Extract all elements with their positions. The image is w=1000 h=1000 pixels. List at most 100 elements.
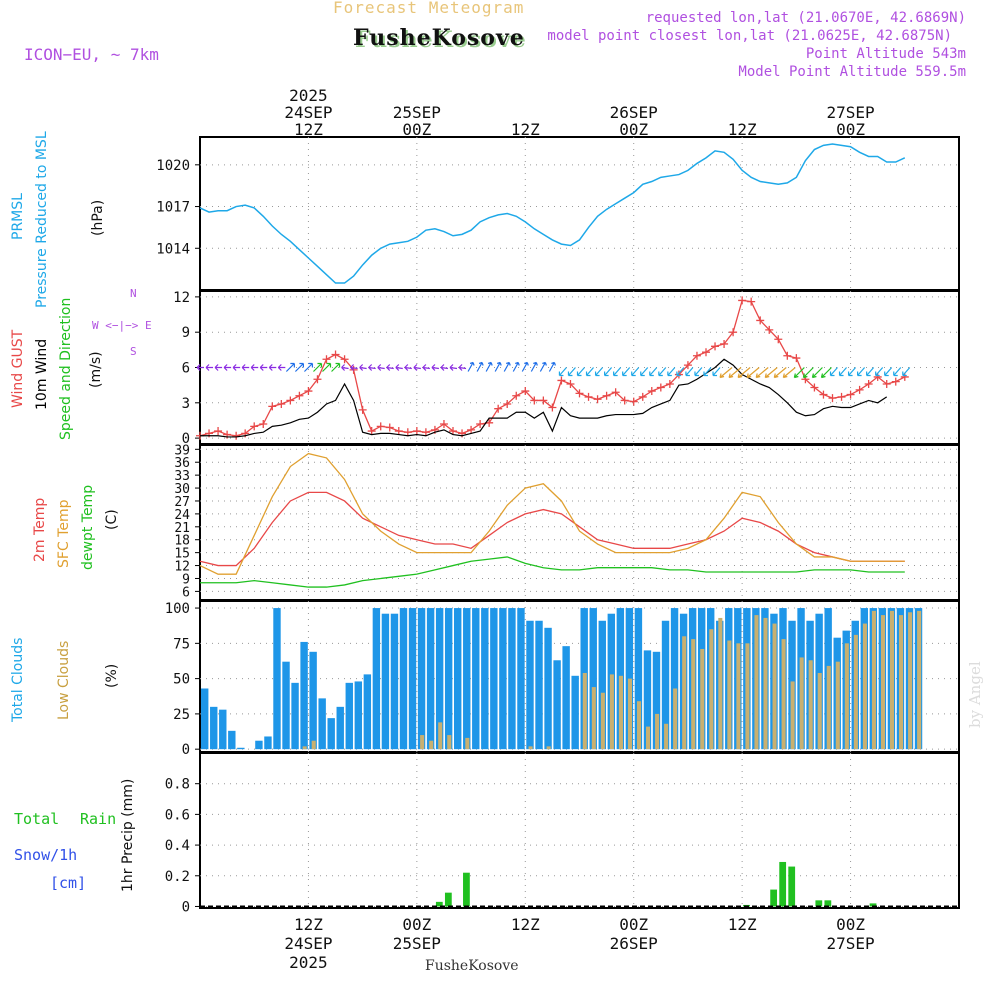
rain-bar [815, 900, 823, 907]
wind-direction-arrow [503, 361, 511, 372]
gust-marker [629, 397, 638, 406]
gust-marker [756, 316, 765, 325]
y-tick-label: 27 [174, 495, 190, 510]
y-tick-label: 50 [173, 672, 190, 688]
low-cloud-bar [673, 688, 678, 750]
wind-direction-arrow [847, 367, 857, 377]
wind-direction-arrow [341, 364, 349, 371]
y-tick-label: 15 [174, 547, 190, 562]
wind-direction-arrow [350, 364, 358, 371]
gust-marker [566, 379, 575, 388]
gust-marker [702, 348, 710, 357]
requested-coords: requested lon,lat (21.0670E, 42.6869N) [645, 10, 966, 26]
low-cloud-bar [817, 672, 822, 750]
wind-direction-arrow [431, 364, 440, 371]
y-tick-label: 0.8 [165, 777, 190, 793]
total-cloud-bar [381, 613, 390, 750]
low-cloud-bar [844, 643, 849, 750]
y-tick-label: 75 [173, 636, 190, 652]
total-cloud-bar [273, 608, 281, 750]
low-cloud-bar [790, 681, 795, 750]
rain-bar [779, 861, 787, 907]
compass-north: N [130, 287, 137, 300]
wind-direction-arrow [377, 364, 385, 371]
gust-marker [385, 423, 394, 432]
rain-bar [788, 866, 796, 907]
bottom-time-label: 00Z [402, 915, 431, 934]
total-cloud-bar [508, 608, 516, 750]
top-time-label: 12Z [728, 120, 757, 139]
total-cloud-bar [399, 608, 408, 750]
total-cloud-bar [589, 608, 597, 750]
low-cloud-bar [781, 639, 786, 750]
y-tick-label: 12 [174, 560, 190, 575]
gust-marker [837, 392, 846, 401]
total-cloud-bar [363, 674, 372, 750]
low-cloud-bar [636, 701, 642, 750]
wind-direction-arrow [223, 364, 232, 371]
y-tick-label: 9 [182, 325, 190, 341]
y-tick-label: 39 [174, 443, 190, 458]
total-cloud-bar [517, 608, 525, 750]
low-cloud-bar [889, 610, 895, 750]
rain-label: Rain [80, 810, 117, 828]
wind-direction-arrow [576, 367, 585, 377]
wind-direction-arrow [746, 367, 760, 379]
low-cloud-bar [600, 692, 605, 750]
total-cloud-bar [345, 682, 353, 750]
total-cloud-bar [201, 688, 209, 750]
total-cloud-bar [354, 681, 363, 750]
gust-marker [358, 405, 367, 414]
bottom-time-label: 12Z [511, 915, 540, 934]
bottom-time-label: 25SEP [393, 934, 441, 953]
wind-direction-arrow [567, 367, 576, 377]
gust-marker [548, 403, 557, 412]
gust-marker [557, 376, 566, 385]
rain-bar [435, 901, 443, 907]
wind-direction-arrow [667, 367, 676, 377]
wind-direction-arrow [649, 367, 658, 377]
low-cloud-bar [745, 643, 750, 750]
total-cloud-bar [291, 682, 299, 750]
bottom-time-label: 26SEP [610, 934, 658, 953]
low-cloud-bar [429, 740, 434, 750]
gust-marker [638, 392, 647, 401]
total-cloud-bar [228, 730, 236, 750]
total-cloud-bar [282, 661, 290, 750]
rain-bar [463, 872, 470, 907]
top-time-label: 25SEP [393, 103, 441, 122]
gust-marker [873, 372, 882, 381]
gust-marker [792, 354, 801, 363]
wind-direction-arrow [902, 367, 911, 377]
gust-marker [900, 372, 909, 381]
total-cloud-bar [553, 660, 561, 750]
wind-direction-arrow [884, 367, 893, 377]
city-title: FusheKosove [353, 25, 525, 51]
wind-direction-arrow [548, 361, 556, 372]
bottom-time-label: 24SEP [284, 934, 332, 953]
gust-marker [367, 427, 376, 436]
wind-direction-arrow [866, 367, 875, 377]
wind-direction-arrow [703, 367, 712, 377]
cm-unit: [cm] [50, 874, 87, 892]
gust-marker [295, 391, 304, 400]
gust-marker [584, 392, 593, 401]
y-tick-label: 36 [174, 456, 190, 471]
total-cloud-bar [454, 608, 462, 750]
top-time-label: 00Z [619, 120, 648, 139]
wind-direction-arrow [205, 364, 214, 371]
bottom-time-label: 2025 [289, 953, 328, 972]
gust-marker [394, 427, 403, 436]
gust-marker [828, 394, 837, 403]
y-tick-label: 9 [182, 572, 190, 587]
wind-direction-arrow [694, 367, 703, 377]
low-cloud-bar [826, 665, 831, 750]
total-cloud-bar [210, 706, 218, 750]
total-cloud-bar [499, 608, 507, 750]
wind-direction-arrow [214, 364, 223, 371]
low-cloud-bar [718, 617, 723, 750]
panel-frame [199, 136, 960, 291]
bottom-time-label: 12Z [294, 915, 323, 934]
total-cloud-bar [318, 698, 326, 750]
